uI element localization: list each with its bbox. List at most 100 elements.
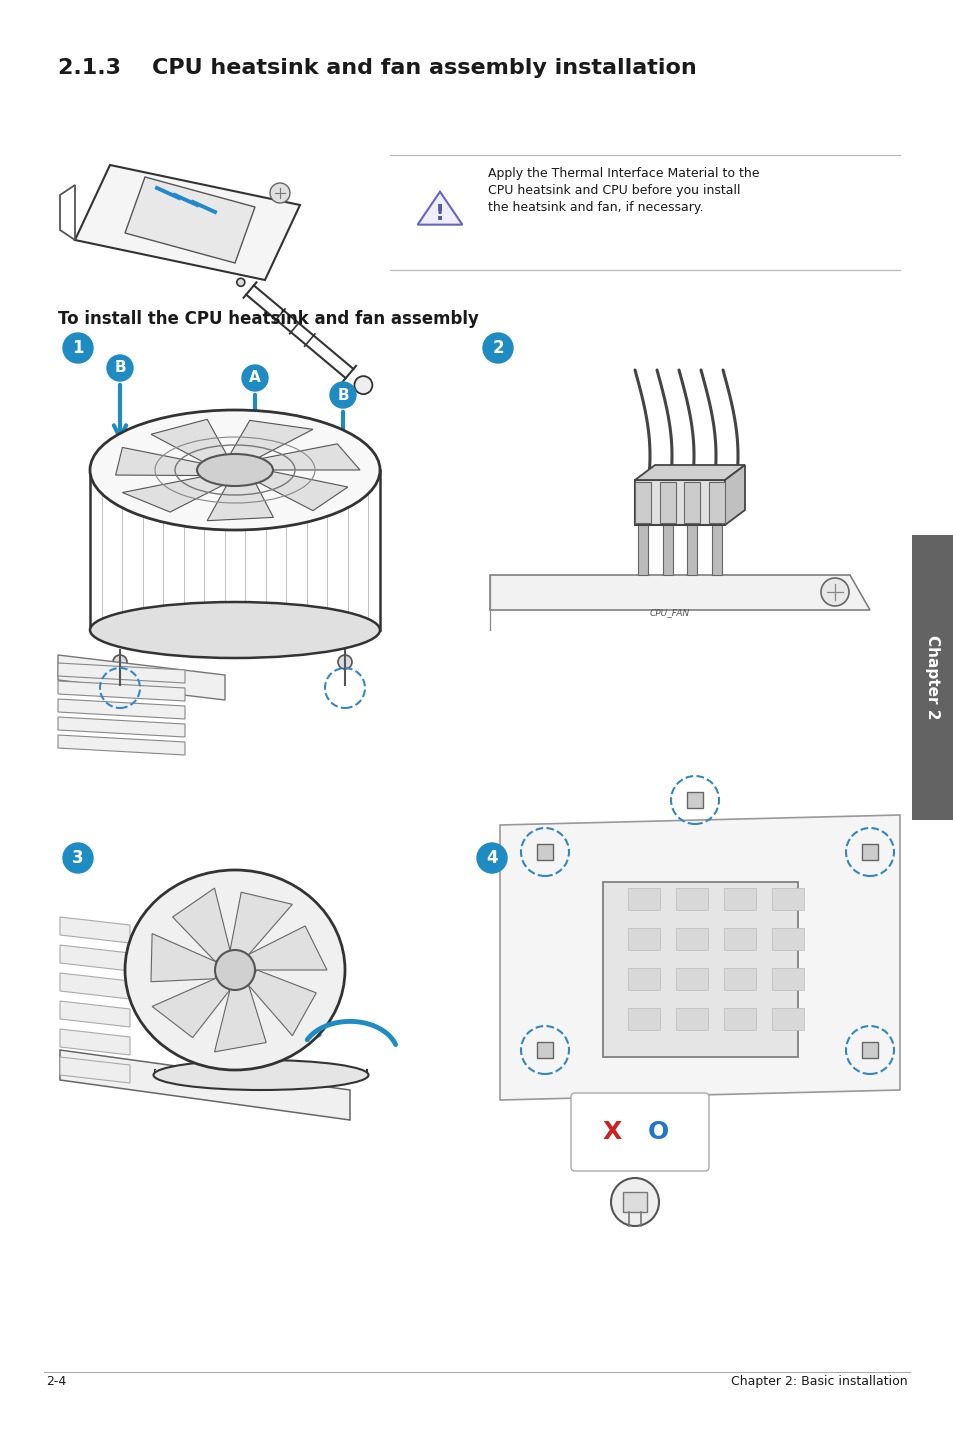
Bar [537,1043,553,1058]
Polygon shape [60,945,130,971]
Circle shape [270,183,290,203]
Text: O: O [647,1120,668,1145]
Bar [911,535,953,820]
Bar [723,928,755,951]
Polygon shape [258,472,348,510]
Polygon shape [58,735,185,755]
Text: 2.1.3    CPU heatsink and fan assembly installation: 2.1.3 CPU heatsink and fan assembly inst… [58,58,696,78]
Text: X: X [601,1120,621,1145]
Polygon shape [261,444,359,470]
Circle shape [63,843,92,873]
Polygon shape [58,682,185,700]
Text: 4: 4 [486,848,497,867]
Text: To install the CPU heatsink and fan assembly: To install the CPU heatsink and fan asse… [58,311,478,328]
Polygon shape [214,985,266,1051]
Polygon shape [724,464,744,525]
Bar [723,1008,755,1030]
Text: 2: 2 [492,339,503,357]
Polygon shape [151,933,216,982]
Circle shape [821,578,848,605]
Bar [723,968,755,989]
Bar [635,480,724,525]
Bar [662,523,672,575]
Text: CPU_FAN: CPU_FAN [649,608,690,617]
Text: 1: 1 [72,339,84,357]
Bar [676,1008,707,1030]
Polygon shape [152,978,230,1038]
Polygon shape [499,815,899,1100]
Circle shape [214,951,254,989]
Bar [771,928,803,951]
Circle shape [476,843,506,873]
Polygon shape [58,718,185,738]
Bar [676,889,707,910]
Bar [627,968,659,989]
Polygon shape [58,654,225,700]
Bar [771,968,803,989]
Text: Chapter 2: Chapter 2 [924,636,940,720]
Bar [635,482,650,523]
Circle shape [610,1178,659,1227]
Circle shape [482,334,513,362]
Bar [638,523,647,575]
Text: Chapter 2: Basic installation: Chapter 2: Basic installation [731,1375,907,1388]
Circle shape [354,377,372,394]
Polygon shape [249,926,327,971]
Bar [622,1192,646,1212]
Ellipse shape [196,454,273,486]
Circle shape [337,654,352,669]
Text: 2-4: 2-4 [46,1375,66,1388]
Polygon shape [58,699,185,719]
Circle shape [242,365,268,391]
Text: B: B [114,361,126,375]
Circle shape [63,334,92,362]
Bar [659,482,675,523]
Bar [686,523,697,575]
Bar [602,881,797,1057]
Polygon shape [122,477,223,512]
Polygon shape [60,974,130,999]
Bar [686,792,702,808]
Circle shape [236,279,245,286]
Bar [723,889,755,910]
Polygon shape [230,892,292,956]
Polygon shape [60,917,130,943]
FancyBboxPatch shape [571,1093,708,1171]
Bar [683,482,700,523]
Polygon shape [490,575,869,610]
Polygon shape [60,1050,350,1120]
Ellipse shape [90,410,379,531]
Bar [537,844,553,860]
Bar [708,482,724,523]
Bar [676,968,707,989]
Bar [711,523,721,575]
Bar [771,1008,803,1030]
Text: the heatsink and fan, if necessary.: the heatsink and fan, if necessary. [488,201,702,214]
Polygon shape [60,1057,130,1083]
Bar [862,844,877,860]
Bar [862,1043,877,1058]
Ellipse shape [125,870,345,1070]
Polygon shape [60,1030,130,1055]
Polygon shape [125,177,254,263]
Polygon shape [635,464,744,480]
Text: CPU heatsink and CPU before you install: CPU heatsink and CPU before you install [488,184,740,197]
Polygon shape [172,889,231,962]
Bar [771,889,803,910]
Ellipse shape [153,1060,368,1090]
Polygon shape [60,1001,130,1027]
Text: !: ! [435,204,445,224]
Bar [676,928,707,951]
Polygon shape [230,420,313,457]
Polygon shape [75,165,299,280]
Bar [627,889,659,910]
Polygon shape [247,971,316,1035]
Text: B: B [336,387,349,403]
Polygon shape [58,663,185,683]
Ellipse shape [90,603,379,659]
Circle shape [107,355,132,381]
Polygon shape [151,420,226,462]
Bar [627,1008,659,1030]
Polygon shape [207,483,274,521]
Text: A: A [249,371,260,385]
